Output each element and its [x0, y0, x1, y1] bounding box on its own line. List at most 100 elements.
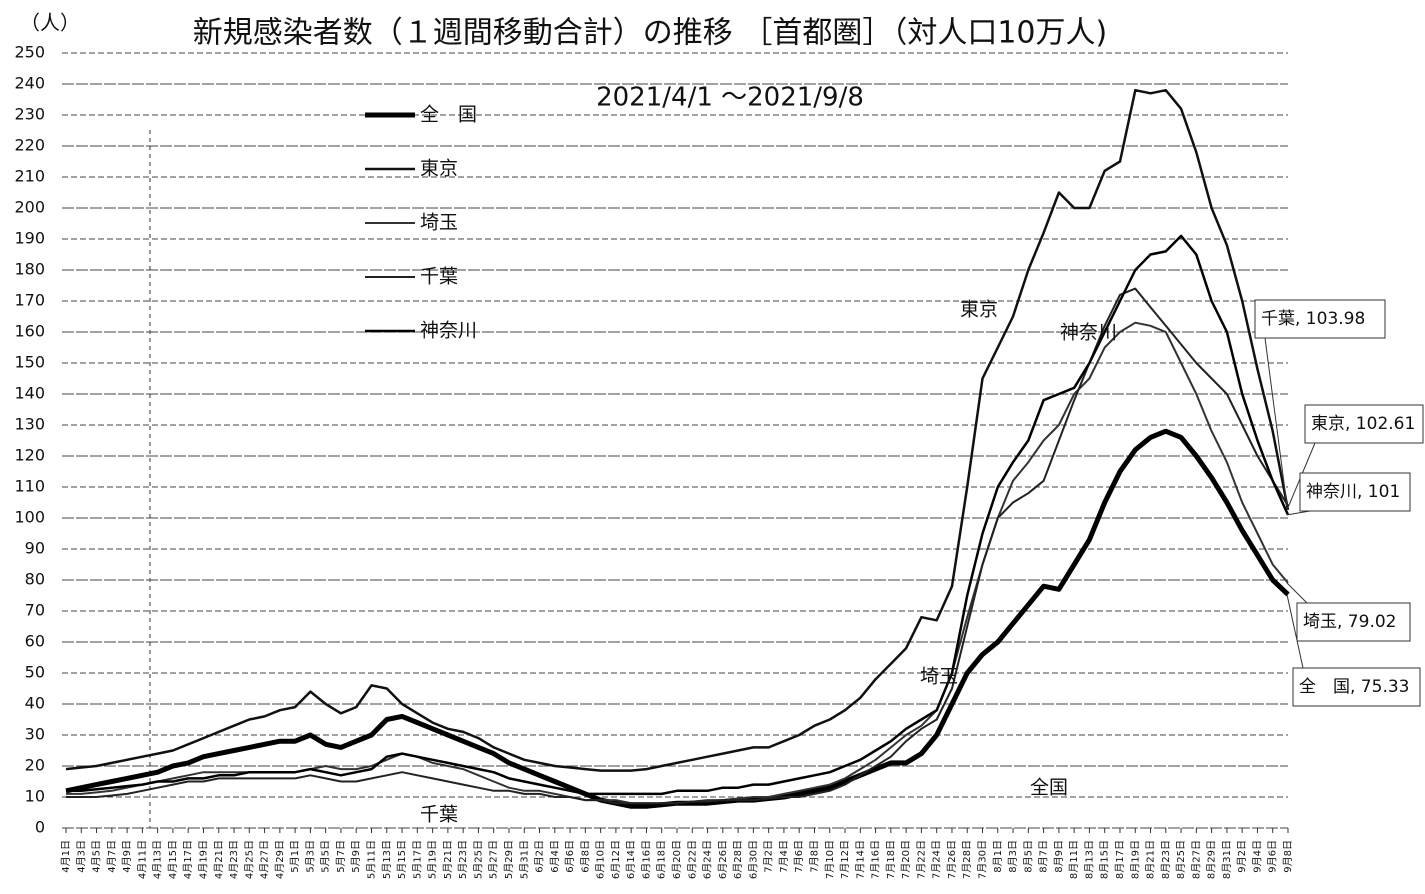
- x-tick-label: 5月1日: [289, 840, 301, 873]
- x-tick-label: 5月13日: [381, 840, 393, 879]
- x-tick-label: 5月3日: [304, 840, 316, 873]
- x-tick-label: 4月21日: [213, 840, 225, 879]
- y-tick-label: 210: [14, 167, 45, 186]
- x-tick-label: 6月8日: [579, 840, 591, 873]
- x-tick-label: 6月28日: [732, 840, 744, 879]
- series-line: [65, 88, 1290, 772]
- x-tick-label: 5月25日: [472, 840, 484, 879]
- x-tick-label: 6月24日: [702, 840, 714, 879]
- y-tick-label: 30: [25, 725, 45, 744]
- y-tick-label: 160: [14, 322, 45, 341]
- inline-label: 神奈川: [1060, 322, 1117, 344]
- y-tick-label: 190: [14, 229, 45, 248]
- x-tick-label: 5月23日: [457, 840, 469, 879]
- y-tick-label: 40: [25, 694, 45, 713]
- x-tick-label: 7月24日: [931, 840, 943, 879]
- x-tick-label: 7月12日: [839, 840, 851, 879]
- x-tick-label: 4月19日: [197, 840, 209, 879]
- x-tick-label: 7月18日: [885, 840, 897, 879]
- legend-label: 東京: [420, 158, 458, 180]
- y-tick-label: 170: [14, 291, 45, 310]
- annotation-box: [1254, 299, 1386, 339]
- annotation: 神奈川, 101: [1306, 482, 1400, 502]
- x-tick-label: 8月19日: [1129, 840, 1141, 879]
- x-tick-label: 6月14日: [625, 840, 637, 879]
- legend-label: 千葉: [420, 266, 458, 288]
- x-tick-label: 9月4日: [1251, 840, 1263, 873]
- x-tick-label: 5月9日: [350, 840, 362, 873]
- y-tick-label: 140: [14, 384, 45, 403]
- x-tick-label: 4月27日: [259, 840, 271, 879]
- x-tick-label: 6月10日: [595, 840, 607, 879]
- series-line: [66, 287, 1289, 805]
- x-tick-label: 4月5日: [91, 840, 103, 873]
- y-tick-label: 230: [14, 105, 45, 124]
- x-tick-label: 6月18日: [656, 840, 668, 879]
- x-tick-label: 8月1日: [992, 840, 1004, 873]
- annotation: 東京, 102.61: [1311, 414, 1415, 434]
- inline-label: 全国: [1030, 777, 1068, 799]
- x-tick-label: 7月6日: [793, 840, 805, 873]
- x-tick-label: 7月30日: [977, 840, 989, 879]
- x-tick-label: 4月29日: [274, 840, 286, 879]
- annotation-box: [1299, 472, 1411, 512]
- x-tick-label: 6月6日: [564, 840, 576, 873]
- x-tick-label: 5月21日: [442, 840, 454, 879]
- leader-line: [1286, 510, 1311, 516]
- x-tick-label: 8月7日: [1038, 840, 1050, 873]
- x-tick-label: 6月22日: [686, 840, 698, 879]
- y-tick-label: 10: [25, 787, 45, 806]
- x-tick-label: 8月21日: [1145, 840, 1157, 879]
- y-tick-label: 100: [14, 508, 45, 527]
- annotation: 全 国, 75.33: [1299, 677, 1409, 697]
- x-tick-label: 8月3日: [1007, 840, 1019, 873]
- x-tick-label: 8月29日: [1206, 840, 1218, 879]
- annotation-box: [1304, 404, 1424, 444]
- x-tick-label: 5月15日: [396, 840, 408, 879]
- x-tick-label: 8月15日: [1099, 840, 1111, 879]
- x-tick-label: 4月11日: [136, 840, 148, 879]
- x-tick-label: 8月25日: [1175, 840, 1187, 879]
- x-tick-label: 6月30日: [747, 840, 759, 879]
- series-line: [66, 234, 1290, 796]
- annotation: 埼玉, 79.02: [1303, 612, 1396, 632]
- x-tick-label: 9月2日: [1236, 840, 1248, 873]
- y-tick-label: 130: [14, 415, 45, 434]
- x-tick-label: 6月2日: [534, 840, 546, 873]
- leader-line: [1286, 594, 1304, 669]
- x-tick-label: 5月27日: [488, 840, 500, 879]
- x-tick-label: 5月17日: [411, 840, 423, 879]
- x-tick-label: 4月25日: [243, 840, 255, 879]
- x-tick-label: 5月7日: [335, 840, 347, 873]
- x-tick-label: 7月8日: [808, 840, 820, 873]
- annotation: 千葉, 103.98: [1261, 309, 1365, 329]
- x-tick-label: 4月3日: [75, 840, 87, 873]
- subtitle: 2021/4/1 ～2021/9/8: [596, 83, 864, 113]
- y-tick-label: 180: [14, 260, 45, 279]
- legend-label: 神奈川: [420, 320, 477, 342]
- y-tick-label: 90: [25, 539, 45, 558]
- x-tick-label: 7月10日: [824, 840, 836, 879]
- x-tick-label: 9月8日: [1282, 840, 1294, 873]
- x-tick-label: 7月26日: [946, 840, 958, 879]
- leader-line: [1286, 582, 1308, 604]
- y-tick-label: 50: [25, 663, 45, 682]
- series-line: [66, 321, 1289, 805]
- x-tick-label: 7月16日: [870, 840, 882, 879]
- y-tick-label: 120: [14, 446, 45, 465]
- y-tick-label: 70: [25, 601, 45, 620]
- y-tick-label: 150: [14, 353, 45, 372]
- x-tick-label: 4月15日: [167, 840, 179, 879]
- x-tick-label: 7月14日: [854, 840, 866, 879]
- x-tick-label: 5月31日: [518, 840, 530, 879]
- annotation-box: [1296, 602, 1411, 642]
- x-tick-label: 6月12日: [610, 840, 622, 879]
- x-tick-label: 7月28日: [961, 840, 973, 879]
- x-tick-label: 5月29日: [503, 840, 515, 879]
- x-tick-label: 5月11日: [366, 840, 378, 879]
- y-tick-label: 60: [25, 632, 45, 651]
- y-unit: （人）: [20, 11, 80, 35]
- y-tick-label: 250: [14, 43, 45, 62]
- inline-label: 千葉: [420, 804, 458, 826]
